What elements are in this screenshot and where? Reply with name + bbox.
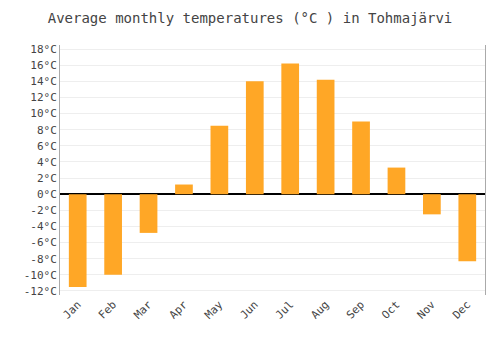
svg-text:Apr: Apr <box>167 298 191 322</box>
svg-text:Jun: Jun <box>238 298 261 321</box>
svg-text:4°C: 4°C <box>37 156 57 169</box>
svg-text:Nov: Nov <box>415 298 439 322</box>
svg-text:-10°C: -10°C <box>24 269 57 282</box>
svg-text:16°C: 16°C <box>30 59 57 72</box>
svg-text:6°C: 6°C <box>37 140 57 153</box>
svg-text:2°C: 2°C <box>37 172 57 185</box>
svg-text:Dec: Dec <box>450 298 473 321</box>
svg-text:May: May <box>202 298 226 322</box>
svg-text:-12°C: -12°C <box>24 285 57 298</box>
svg-text:0°C: 0°C <box>37 188 57 201</box>
svg-text:10°C: 10°C <box>30 107 57 120</box>
svg-text:-2°C: -2°C <box>30 204 57 217</box>
svg-text:Aug: Aug <box>308 298 331 321</box>
svg-text:Average monthly temperatures (: Average monthly temperatures (°C ) in To… <box>48 10 453 26</box>
svg-text:Sep: Sep <box>344 298 367 321</box>
svg-text:18°C: 18°C <box>30 43 57 56</box>
svg-text:-4°C: -4°C <box>30 220 57 233</box>
svg-text:Mar: Mar <box>131 298 155 322</box>
svg-text:Jan: Jan <box>60 298 83 321</box>
svg-text:Oct: Oct <box>379 298 402 321</box>
svg-text:-6°C: -6°C <box>30 236 57 249</box>
svg-text:-8°C: -8°C <box>30 253 57 266</box>
svg-text:Jul: Jul <box>273 298 296 321</box>
svg-text:Feb: Feb <box>96 298 119 321</box>
svg-text:14°C: 14°C <box>30 75 57 88</box>
svg-text:12°C: 12°C <box>30 91 57 104</box>
svg-text:8°C: 8°C <box>37 124 57 137</box>
